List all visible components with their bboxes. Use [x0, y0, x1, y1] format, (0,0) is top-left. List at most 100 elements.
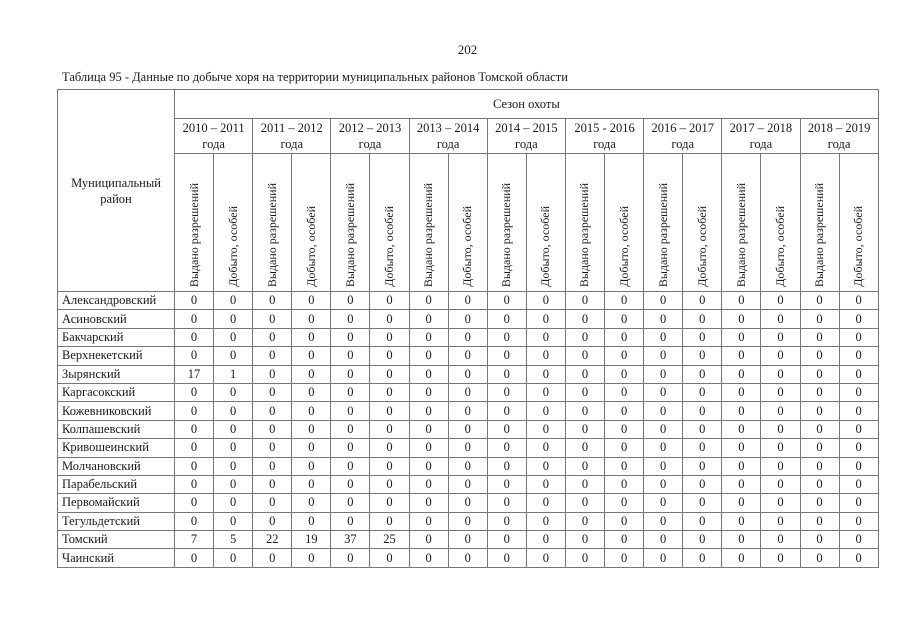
value-cell: 0	[604, 456, 645, 476]
value-cell: 0	[408, 438, 449, 458]
value-cell: 0	[604, 290, 645, 311]
value-cell: 0	[330, 456, 371, 476]
value-cell: 0	[408, 493, 449, 513]
value-cell: 0	[252, 327, 293, 348]
issued-permits-header: Выдано разрешений	[643, 153, 684, 292]
region-name: Колпашевский	[57, 419, 175, 440]
value-cell: 0	[369, 511, 410, 532]
value-cell: 25	[369, 530, 410, 550]
issued-permits-header: Выдано разрешений	[252, 153, 293, 292]
value-cell: 0	[213, 309, 254, 329]
value-cell: 0	[682, 548, 723, 568]
value-cell: 0	[643, 511, 684, 532]
value-cell: 0	[213, 438, 254, 458]
table-row: Тегульдетский 0 0 0 0 0 0 0 0 0 0 0 0 0 0 0 0 0 0	[57, 511, 879, 532]
value-cell: 0	[799, 419, 840, 440]
value-cell: 0	[486, 511, 527, 532]
region-column-header: Муниципальный район	[57, 89, 175, 292]
value-cell: 0	[213, 419, 254, 440]
value-cell: 0	[721, 438, 762, 458]
value-cell: 0	[838, 474, 879, 495]
value-cell: 0	[564, 346, 606, 366]
value-cell: 0	[330, 511, 371, 532]
value-cell: 0	[604, 548, 645, 568]
value-cell: 0	[604, 511, 645, 532]
value-cell: 0	[760, 327, 801, 348]
value-cell: 0	[486, 548, 527, 568]
season-header: 2013 – 2014 года	[408, 118, 488, 154]
value-cell: 0	[721, 419, 762, 440]
value-cell: 0	[525, 438, 566, 458]
region-name: Тегульдетский	[57, 511, 175, 532]
value-cell: 0	[291, 419, 332, 440]
value-cell: 0	[369, 493, 410, 513]
value-cell: 0	[760, 382, 801, 403]
region-name: Чаинский	[57, 548, 175, 568]
value-cell: 0	[682, 401, 723, 421]
value-cell: 0	[447, 419, 488, 440]
table-row: Кривошеинский 0 0 0 0 0 0 0 0 0 0 0 0 0 0 0 0 0 0	[57, 438, 879, 458]
value-cell: 0	[682, 530, 723, 550]
value-cell: 0	[564, 364, 606, 384]
issued-permits-header: Выдано разрешений	[564, 153, 606, 292]
value-cell: 0	[486, 419, 527, 440]
region-name: Первомайский	[57, 493, 175, 513]
value-cell: 0	[799, 548, 840, 568]
value-cell: 0	[838, 493, 879, 513]
value-cell: 0	[838, 364, 879, 384]
value-cell: 0	[838, 401, 879, 421]
table-row: Молчановский 0 0 0 0 0 0 0 0 0 0 0 0 0 0 0 0 0 0	[57, 456, 879, 476]
value-cell: 0	[291, 346, 332, 366]
value-cell: 0	[760, 401, 801, 421]
value-cell: 0	[213, 327, 254, 348]
value-cell: 0	[838, 327, 879, 348]
value-cell: 0	[252, 419, 293, 440]
value-cell: 0	[604, 364, 645, 384]
value-cell: 0	[799, 456, 840, 476]
value-cell: 0	[330, 290, 371, 311]
value-cell: 0	[486, 290, 527, 311]
harvested-header: Добыто, особей	[604, 153, 645, 292]
harvested-label: Добыто, особей	[303, 206, 318, 287]
harvested-header: Добыто, особей	[213, 153, 254, 292]
region-name: Парабельский	[57, 474, 175, 495]
value-cell: 0	[643, 309, 684, 329]
value-cell: 0	[799, 511, 840, 532]
value-cell: 0	[838, 548, 879, 568]
issued-permits-label: Выдано разрешений	[186, 182, 201, 287]
value-cell: 0	[330, 346, 371, 366]
value-cell: 0	[213, 382, 254, 403]
value-cell: 0	[799, 309, 840, 329]
value-cell: 0	[682, 474, 723, 495]
value-cell: 19	[291, 530, 332, 550]
value-cell: 0	[604, 346, 645, 366]
value-cell: 0	[291, 493, 332, 513]
value-cell: 0	[173, 438, 215, 458]
value-cell: 0	[252, 382, 293, 403]
value-cell: 0	[760, 511, 801, 532]
value-cell: 0	[291, 511, 332, 532]
issued-permits-label: Выдано разрешений	[421, 182, 436, 287]
value-cell: 0	[838, 309, 879, 329]
value-cell: 0	[408, 309, 449, 329]
value-cell: 0	[564, 438, 606, 458]
value-cell: 0	[173, 419, 215, 440]
value-cell: 0	[799, 401, 840, 421]
value-cell: 0	[252, 364, 293, 384]
header-row-season-group: Муниципальный район Сезон охоты	[57, 89, 879, 292]
value-cell: 0	[604, 327, 645, 348]
harvested-label: Добыто, особей	[851, 206, 866, 287]
value-cell: 0	[330, 309, 371, 329]
season-group-header: Сезон охоты	[174, 89, 879, 119]
harvested-header: Добыто, особей	[760, 153, 801, 292]
value-cell: 0	[838, 419, 879, 440]
value-cell: 0	[525, 511, 566, 532]
value-cell: 0	[604, 382, 645, 403]
value-cell: 0	[721, 401, 762, 421]
issued-permits-label: Выдано разрешений	[342, 182, 357, 287]
harvested-label: Добыто, особей	[772, 206, 787, 287]
value-cell: 0	[447, 548, 488, 568]
table-row: Зырянский 17 1 0 0 0 0 0 0 0 0 0 0 0 0 0 0 0 0	[57, 364, 879, 384]
value-cell: 0	[447, 456, 488, 476]
value-cell: 0	[252, 456, 293, 476]
